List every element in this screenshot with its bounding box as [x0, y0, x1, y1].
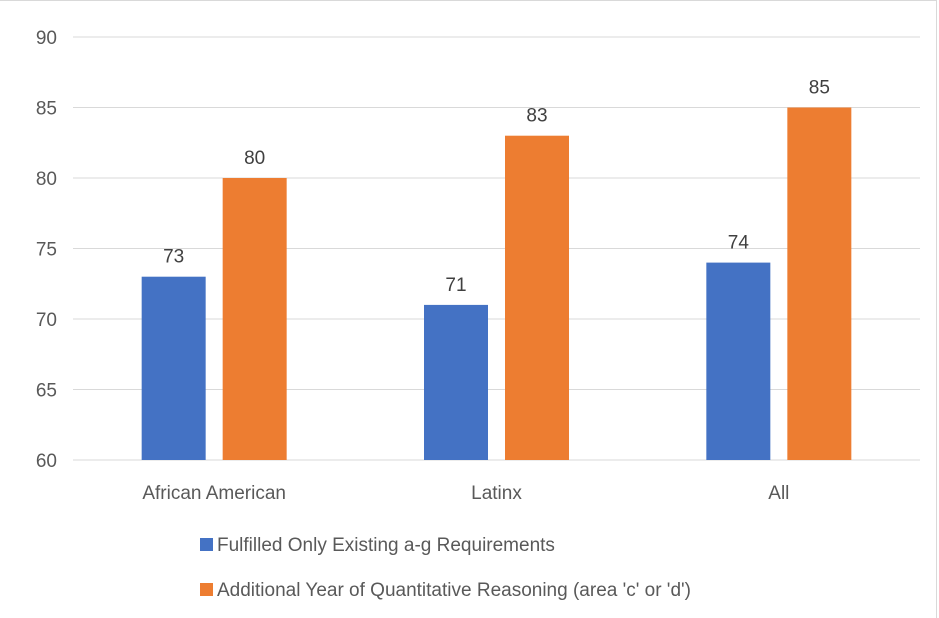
data-label: 73 — [163, 247, 184, 268]
y-axis-tick-labels: 60 65 70 75 80 85 90 — [36, 28, 57, 472]
bar-african-american-series-2[interactable] — [222, 178, 287, 460]
legend-swatch — [200, 583, 213, 596]
data-label: 74 — [728, 233, 750, 254]
data-label: 85 — [809, 78, 830, 99]
data-label: 80 — [244, 148, 265, 169]
data-labels: 73 80 71 83 74 85 — [163, 78, 830, 296]
y-tick-label: 70 — [36, 310, 57, 331]
y-tick-label: 80 — [36, 169, 57, 190]
bar-all-series-1[interactable] — [706, 262, 771, 460]
y-tick-label: 75 — [36, 240, 57, 261]
bar-latinx-series-1[interactable] — [424, 304, 488, 460]
legend-label: Fulfilled Only Existing a-g Requirements — [217, 535, 555, 556]
x-axis-category-labels: African American Latinx All — [142, 483, 789, 504]
y-tick-label: 90 — [36, 28, 57, 49]
data-label: 71 — [445, 275, 466, 296]
legend-label: Additional Year of Quantitative Reasonin… — [217, 580, 691, 601]
x-tick-label: African American — [142, 483, 286, 504]
legend[interactable]: Fulfilled Only Existing a-g Requirements… — [200, 535, 691, 601]
y-tick-label: 60 — [36, 451, 57, 472]
y-tick-label: 65 — [36, 381, 57, 402]
legend-swatch — [200, 538, 213, 551]
y-tick-label: 85 — [36, 99, 57, 120]
bar-latinx-series-2[interactable] — [505, 135, 569, 460]
x-tick-label: All — [768, 483, 789, 504]
bar-all-series-2[interactable] — [787, 107, 852, 461]
legend-item-series-2[interactable]: Additional Year of Quantitative Reasonin… — [200, 580, 691, 601]
bars — [141, 107, 852, 461]
bar-african-american-series-1[interactable] — [141, 276, 206, 460]
data-label: 83 — [526, 106, 547, 127]
x-tick-label: Latinx — [471, 483, 522, 504]
legend-item-series-1[interactable]: Fulfilled Only Existing a-g Requirements — [200, 535, 555, 556]
gridlines — [73, 36, 920, 461]
